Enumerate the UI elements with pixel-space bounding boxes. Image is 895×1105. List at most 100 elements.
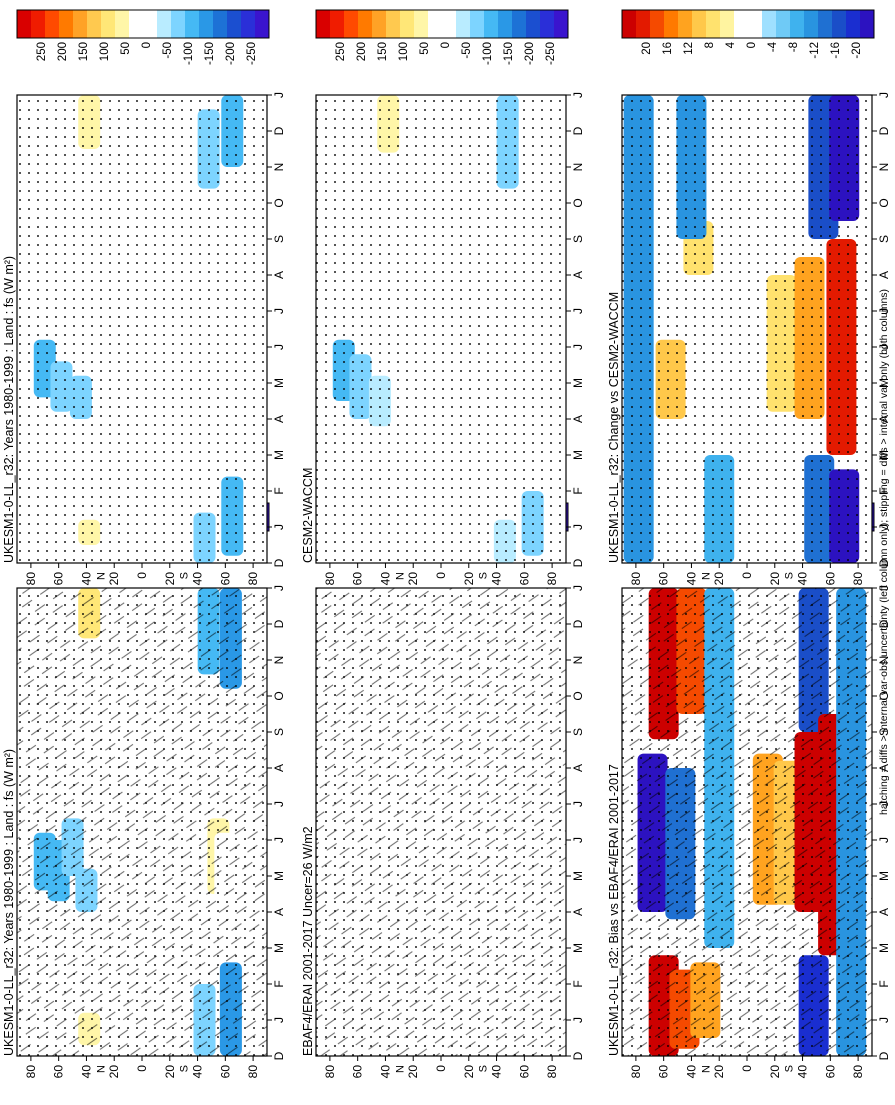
colorbar-swatch-1-1: [31, 10, 46, 38]
colorbar-swatch-5-1: [636, 10, 651, 38]
colorbar-label-3-8: -150: [503, 42, 515, 65]
lat-label-1-0: 80: [24, 572, 38, 586]
lat-label-1-2: 40: [79, 572, 93, 586]
month-label-4-10: O: [877, 691, 891, 700]
colorbar-swatch-3-7: [414, 10, 429, 38]
hatching-0: [17, 588, 267, 1056]
stippling-5: [622, 95, 872, 563]
month-label-2-2: F: [571, 980, 585, 987]
lat-label-4-2: 40: [684, 1065, 698, 1079]
colorbar-label-1-0: 250: [36, 42, 48, 61]
lat-label-1-4: 0: [135, 572, 149, 579]
colorbar-swatch-5-6: [706, 10, 721, 38]
colorbar-frame-1: [16, 9, 270, 39]
colorbar-label-1-2: 150: [78, 42, 90, 61]
colorbar-label-3-4: 50: [419, 42, 431, 55]
month-label-5-2: F: [877, 487, 891, 494]
month-label-3-10: O: [571, 198, 585, 207]
month-label-0-5: M: [272, 871, 286, 881]
stippling-1: [17, 95, 267, 563]
colorbar-swatch-1-8: [129, 10, 144, 38]
month-label-5-7: J: [877, 308, 891, 314]
hemisphere-label-3-0: N: [394, 572, 406, 580]
month-label-0-7: J: [272, 801, 286, 807]
lat-label-3-3: 20: [406, 572, 420, 586]
month-label-2-6: J: [571, 837, 585, 843]
lat-label-5-2: 40: [684, 572, 698, 586]
lat-label-0-7: 60: [218, 1065, 232, 1079]
colorbar-swatch-3-11: [470, 10, 485, 38]
month-label-2-8: A: [571, 764, 585, 772]
colorbar-label-5-8: -12: [809, 42, 821, 59]
lat-label-5-4: 0: [740, 572, 754, 579]
month-label-5-4: A: [877, 415, 891, 423]
month-label-1-0: D: [272, 558, 286, 567]
lat-label-0-5: 20: [163, 1065, 177, 1079]
month-label-1-9: S: [272, 235, 286, 243]
month-label-5-13: J: [877, 92, 891, 98]
stippling-3: [316, 95, 566, 563]
colorbar-swatch-3-12: [484, 10, 499, 38]
colorbar-label-5-1: 16: [662, 42, 674, 55]
lat-label-0-2: 40: [79, 1065, 93, 1079]
colorbar-swatch-3-16: [540, 10, 555, 38]
month-label-1-6: J: [272, 344, 286, 350]
lat-label-2-0: 80: [323, 1065, 337, 1079]
lat-label-4-6: 40: [796, 1065, 810, 1079]
panel-title-3: CESM2-WACCM: [301, 468, 315, 563]
lat-label-0-1: 60: [52, 1065, 66, 1079]
month-label-4-8: A: [877, 764, 891, 772]
colorbar-swatch-3-15: [526, 10, 541, 38]
colorbar-swatch-5-9: [748, 10, 763, 38]
lat-label-2-6: 40: [490, 1065, 504, 1079]
colorbar-label-5-7: -8: [788, 42, 800, 52]
colorbar-swatch-1-15: [227, 10, 242, 38]
colorbar-swatch-5-14: [818, 10, 833, 38]
month-label-0-2: F: [272, 980, 286, 987]
lat-label-2-2: 40: [378, 1065, 392, 1079]
colorbar-swatch-5-0: [622, 10, 637, 38]
month-label-0-13: J: [272, 585, 286, 591]
month-label-4-3: M: [877, 943, 891, 953]
lat-label-3-1: 60: [351, 572, 365, 586]
month-label-5-5: M: [877, 378, 891, 388]
hatching-2: [316, 588, 566, 1056]
colorbar-label-5-4: 4: [725, 41, 737, 48]
lat-label-3-2: 40: [378, 572, 392, 586]
month-label-3-1: J: [571, 524, 585, 530]
colorbar-swatch-1-6: [101, 10, 116, 38]
hatching-4: [622, 588, 872, 1056]
lat-label-5-7: 60: [823, 572, 837, 586]
colorbar-label-3-9: -200: [524, 42, 536, 65]
month-label-5-6: J: [877, 344, 891, 350]
colorbar-label-1-1: 200: [57, 42, 69, 61]
month-label-4-7: J: [877, 801, 891, 807]
month-label-3-3: M: [571, 450, 585, 460]
colorbar-swatch-1-14: [213, 10, 228, 38]
month-label-5-11: N: [877, 163, 891, 172]
colorbar-swatch-1-7: [115, 10, 130, 38]
month-label-1-10: O: [272, 198, 286, 207]
colorbar-swatch-5-7: [720, 10, 735, 38]
colorbar-swatch-3-2: [344, 10, 359, 38]
colorbar-swatch-1-13: [199, 10, 214, 38]
lat-label-2-5: 20: [462, 1065, 476, 1079]
lat-label-0-8: 80: [246, 1065, 260, 1079]
colorbar-swatch-1-9: [143, 10, 158, 38]
month-label-1-13: J: [272, 92, 286, 98]
colorbar-swatch-5-4: [678, 10, 693, 38]
colorbar-label-3-0: 250: [335, 42, 347, 61]
month-label-4-12: D: [877, 619, 891, 628]
lat-label-1-3: 20: [107, 572, 121, 586]
lat-label-5-6: 40: [796, 572, 810, 586]
colorbar-swatch-1-17: [255, 10, 270, 38]
colorbar-swatch-5-16: [846, 10, 861, 38]
panel-title-5: UKESM1-0-LL_r32: Change vs CESM2-WACCM: [607, 292, 621, 563]
colorbar-swatch-3-5: [386, 10, 401, 38]
colorbar-swatch-5-10: [762, 10, 777, 38]
hemisphere-label-0-0: N: [95, 1065, 107, 1073]
month-label-0-4: A: [272, 908, 286, 916]
